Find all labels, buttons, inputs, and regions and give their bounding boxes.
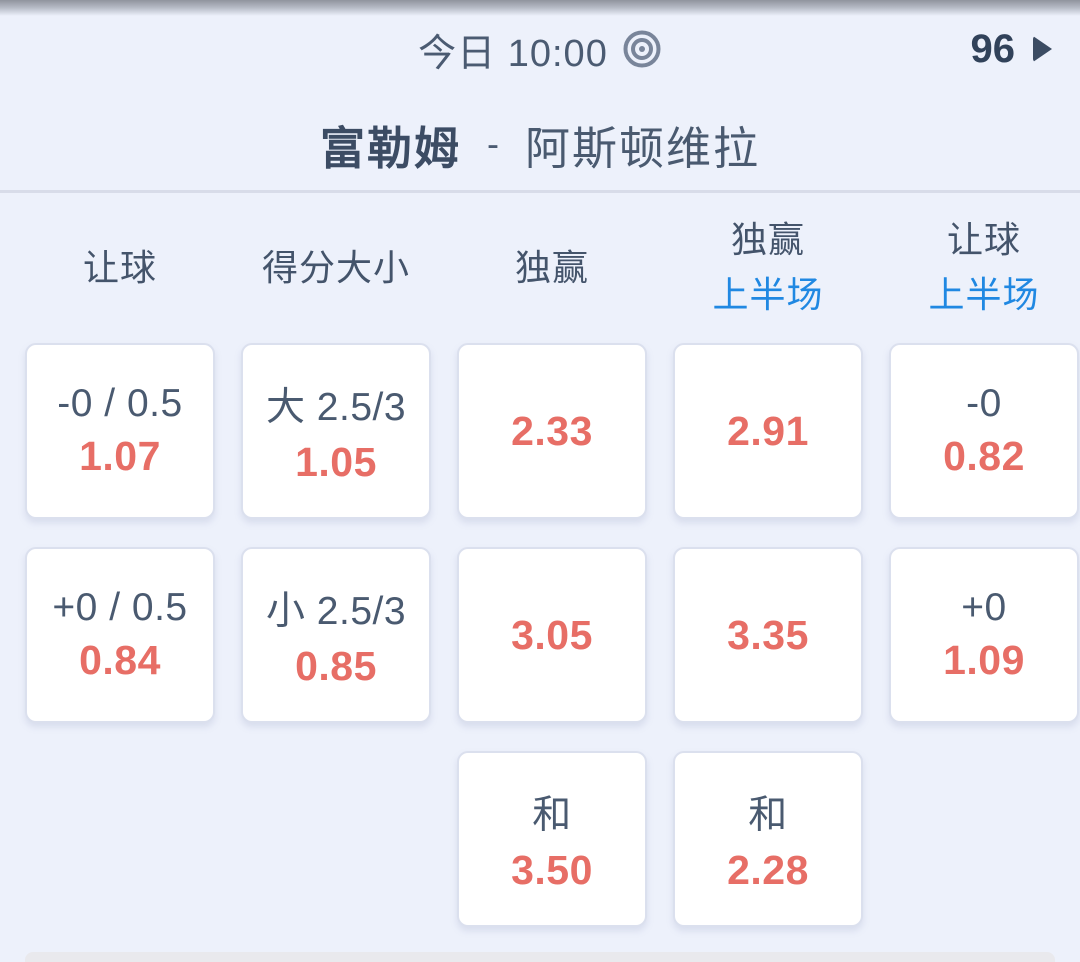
odds-board: 让球 得分大小 独赢 独赢 上半场 让球 上半场 -0 / 0.5 1.07 大… [0, 193, 1080, 927]
odds-card-label: 小 2.5/3 [265, 590, 407, 633]
odds-card-handicap-home[interactable]: -0 / 0.5 1.07 [25, 343, 215, 519]
odds-card-moneyline-away[interactable]: 3.05 [457, 547, 647, 723]
match-title: 富勒姆 - 阿斯顿维拉 [0, 98, 1080, 190]
odds-card-handicap-away[interactable]: +0 / 0.5 0.84 [25, 547, 215, 723]
chevron-right-icon [1033, 36, 1052, 62]
market-count: 96 [970, 26, 1016, 71]
more-markets-button[interactable]: 96 [970, 0, 1052, 98]
odds-card-value: 3.05 [511, 611, 593, 658]
odds-card-moneyline-1h-draw[interactable]: 和 2.28 [673, 751, 863, 927]
odds-card-over[interactable]: 大 2.5/3 1.05 [241, 343, 431, 519]
market-header-row: 让球 得分大小 独赢 独赢 上半场 让球 上半场 [25, 193, 1080, 343]
odds-card-moneyline-1h-home[interactable]: 2.91 [673, 343, 863, 519]
odds-card-value: 2.33 [511, 407, 593, 454]
odds-card-value: 1.07 [79, 433, 161, 479]
odds-card-label: 和 [748, 794, 788, 837]
odds-card-value: 2.28 [727, 847, 809, 893]
next-section-edge [25, 952, 1055, 962]
odds-card-under[interactable]: 小 2.5/3 0.85 [241, 547, 431, 723]
column-header-handicap: 让球 [82, 246, 157, 288]
bullseye-icon [623, 30, 661, 68]
column-header-moneyline-first-half: 独赢 上半场 [712, 219, 824, 315]
odds-card-label: -0 / 0.5 [57, 382, 183, 425]
odds-card-handicap-1h-away[interactable]: +0 1.09 [889, 547, 1079, 723]
odds-card-value: 0.84 [79, 637, 161, 683]
title-divider [0, 190, 1080, 193]
odds-card-value: 0.82 [943, 433, 1025, 479]
odds-card-label: 大 2.5/3 [265, 386, 407, 429]
odds-card-label: -0 [966, 382, 1002, 425]
column-header-moneyline: 独赢 [514, 246, 589, 288]
topbar: 今日 10:00 96 [0, 0, 1080, 98]
odds-card-label: 和 [532, 794, 572, 837]
odds-card-value: 0.85 [295, 643, 377, 689]
odds-card-label: +0 [961, 586, 1007, 629]
match-time-group: 今日 10:00 [0, 0, 1080, 98]
column-header-handicap-first-half: 让球 上半场 [928, 219, 1040, 315]
home-team-name: 富勒姆 [319, 122, 461, 174]
odds-card-value: 3.50 [511, 847, 593, 893]
team-separator: - [487, 123, 499, 164]
odds-card-value: 3.35 [727, 611, 809, 658]
odds-card-moneyline-1h-away[interactable]: 3.35 [673, 547, 863, 723]
odds-card-value: 2.91 [727, 407, 809, 454]
odds-card-grid: -0 / 0.5 1.07 大 2.5/3 1.05 2.33 2.91 -0 … [25, 343, 1080, 927]
odds-card-value: 1.09 [943, 637, 1025, 683]
top-edge-shadow [0, 0, 1080, 16]
odds-card-value: 1.05 [295, 439, 377, 485]
away-team-name: 阿斯顿维拉 [525, 122, 761, 174]
odds-card-handicap-1h-home[interactable]: -0 0.82 [889, 343, 1079, 519]
odds-card-moneyline-home[interactable]: 2.33 [457, 343, 647, 519]
column-header-over-under: 得分大小 [261, 246, 410, 288]
match-time: 今日 10:00 [418, 32, 608, 75]
odds-card-label: +0 / 0.5 [52, 586, 188, 629]
odds-card-moneyline-draw[interactable]: 和 3.50 [457, 751, 647, 927]
